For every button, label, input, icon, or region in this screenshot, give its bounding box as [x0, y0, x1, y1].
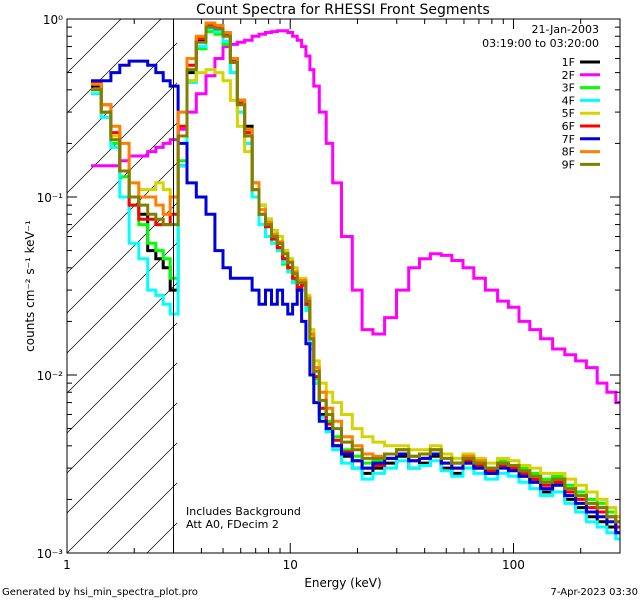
- hatch-line: [67, 162, 177, 274]
- excluded-energy-region: [67, 13, 640, 553]
- hatch-line: [67, 362, 177, 474]
- legend-label-9f: 9F: [562, 158, 575, 171]
- hatch-line: [67, 442, 177, 553]
- footer-timestamp: 7-Apr-2023 03:30: [551, 587, 638, 598]
- chart-title: Count Spectra for RHESSI Front Segments: [196, 2, 490, 18]
- x-tick-label: 100: [502, 558, 525, 572]
- legend-label-4f: 4F: [562, 94, 575, 107]
- annotation-background: Includes Background: [186, 505, 301, 518]
- x-axis-label: Energy (keV): [304, 576, 381, 590]
- series-line-2f: [91, 29, 620, 405]
- hatch-line: [587, 13, 640, 553]
- legend-label-5f: 5F: [562, 107, 575, 120]
- legend-label-1f: 1F: [562, 56, 575, 69]
- legend-label-8f: 8F: [562, 146, 575, 159]
- y-tick-label: 10⁰: [43, 13, 63, 27]
- hatch-line: [67, 202, 177, 314]
- date-label: 21-Jan-2003: [532, 23, 600, 36]
- hatch-line: [67, 82, 177, 194]
- legend-label-6f: 6F: [562, 120, 575, 133]
- hatch-line: [67, 242, 177, 354]
- legend-label-3f: 3F: [562, 82, 575, 95]
- y-axis-label: counts cm⁻² s⁻¹ keV⁻¹: [23, 220, 37, 352]
- hatch-line: [67, 122, 177, 234]
- hatch-line: [67, 42, 177, 154]
- footer-generated-by: Generated by hsi_min_spectra_plot.pro: [2, 587, 198, 598]
- plot-frame: [66, 18, 621, 554]
- hatch-line: [67, 322, 177, 434]
- annotation-attenuator: Att A0, FDecim 2: [186, 518, 279, 531]
- y-tick-label: 10⁻³: [37, 547, 64, 561]
- series-line-3f: [91, 30, 620, 524]
- hatch-line: [67, 402, 177, 514]
- x-tick-label: 10: [283, 558, 298, 572]
- series-line-7f: [91, 59, 620, 535]
- hatch-line: [227, 13, 640, 553]
- y-tick-label: 10⁻¹: [37, 191, 64, 205]
- series-line-9f: [91, 25, 620, 524]
- time-range-label: 03:19:00 to 03:20:00: [482, 37, 599, 50]
- legend-label-7f: 7F: [562, 133, 575, 146]
- legend-label-2f: 2F: [562, 69, 575, 82]
- hatch-line: [67, 19, 162, 114]
- y-tick-label: 10⁻²: [37, 369, 64, 383]
- x-tick-label: 1: [63, 558, 71, 572]
